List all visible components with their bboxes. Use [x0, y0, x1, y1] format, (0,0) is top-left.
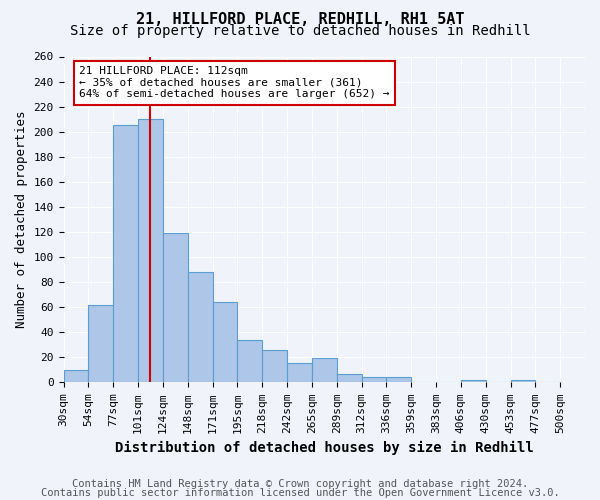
Bar [386, 378, 411, 382]
Bar [337, 374, 362, 382]
Text: Contains public sector information licensed under the Open Government Licence v3: Contains public sector information licen… [41, 488, 559, 498]
Bar [262, 350, 287, 382]
Bar [287, 364, 312, 382]
Bar [88, 304, 113, 382]
Bar [163, 233, 188, 382]
Bar [238, 340, 262, 382]
Bar [113, 126, 138, 382]
Text: 21, HILLFORD PLACE, REDHILL, RH1 5AT: 21, HILLFORD PLACE, REDHILL, RH1 5AT [136, 12, 464, 28]
Text: Contains HM Land Registry data © Crown copyright and database right 2024.: Contains HM Land Registry data © Crown c… [72, 479, 528, 489]
Bar [138, 119, 163, 382]
Bar [188, 272, 212, 382]
Text: 21 HILLFORD PLACE: 112sqm
← 35% of detached houses are smaller (361)
64% of semi: 21 HILLFORD PLACE: 112sqm ← 35% of detac… [79, 66, 389, 100]
Bar [362, 378, 386, 382]
Y-axis label: Number of detached properties: Number of detached properties [15, 110, 28, 328]
Bar [461, 380, 485, 382]
X-axis label: Distribution of detached houses by size in Redhill: Distribution of detached houses by size … [115, 441, 533, 455]
Bar [312, 358, 337, 382]
Bar [511, 380, 535, 382]
Bar [212, 302, 238, 382]
Bar [64, 370, 88, 382]
Text: Size of property relative to detached houses in Redhill: Size of property relative to detached ho… [70, 24, 530, 38]
